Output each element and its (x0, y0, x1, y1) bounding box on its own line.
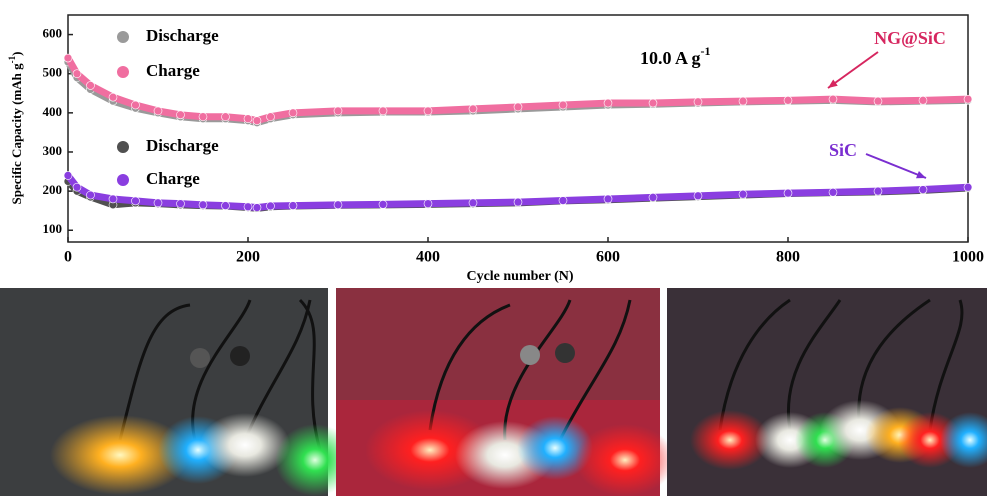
x-tick-label: 200 (236, 249, 260, 266)
data-point (244, 203, 252, 211)
data-point (649, 193, 657, 201)
data-point (559, 101, 567, 109)
rate-annotation: 10.0 A g-1 (640, 44, 711, 68)
data-point (132, 101, 140, 109)
legend-label: Charge (146, 61, 200, 80)
annotation-arrowhead (828, 79, 838, 88)
data-point (289, 202, 297, 210)
data-point (919, 186, 927, 194)
data-point (87, 81, 95, 89)
data-point (784, 96, 792, 104)
data-point (964, 183, 972, 191)
data-point (267, 113, 275, 121)
data-point (424, 107, 432, 115)
data-point (874, 187, 882, 195)
x-tick-label: 0 (64, 249, 72, 266)
data-point (424, 200, 432, 208)
legend-marker (117, 141, 129, 153)
data-point (289, 109, 297, 117)
y-tick-label: 100 (43, 221, 63, 236)
data-point (874, 97, 882, 105)
data-point (199, 201, 207, 209)
photo-3 (667, 288, 987, 496)
data-point (244, 115, 252, 123)
data-point (222, 202, 230, 210)
data-point (132, 197, 140, 205)
data-point (177, 200, 185, 208)
data-point (739, 190, 747, 198)
data-point (73, 70, 81, 78)
x-tick-label: 800 (776, 249, 800, 266)
data-point (199, 113, 207, 121)
x-tick-label: 600 (596, 249, 620, 266)
data-point (694, 192, 702, 200)
data-point (919, 96, 927, 104)
data-point (222, 113, 230, 121)
y-tick-label: 500 (43, 65, 63, 80)
data-point (64, 54, 72, 62)
y-tick-label: 400 (43, 104, 63, 119)
data-point (829, 188, 837, 196)
data-point (784, 189, 792, 197)
x-axis-label: Cycle number (N) (466, 269, 573, 284)
data-point (379, 200, 387, 208)
data-point (469, 199, 477, 207)
annotation-arrow (866, 154, 926, 178)
y-tick-label: 200 (43, 182, 63, 197)
data-point (964, 95, 972, 103)
x-tick-label: 1000 (952, 249, 984, 266)
data-point (649, 99, 657, 107)
data-point (154, 107, 162, 115)
data-point (253, 117, 261, 125)
data-point (253, 204, 261, 212)
data-point (604, 195, 612, 203)
legend-label: Charge (146, 169, 200, 188)
data-point (73, 183, 81, 191)
series-annotation: NG@SiC (874, 28, 946, 48)
legend-label: Discharge (146, 26, 219, 45)
legend-marker (117, 31, 129, 43)
x-tick-label: 400 (416, 249, 440, 266)
data-point (154, 199, 162, 207)
legend-marker (117, 66, 129, 78)
data-point (559, 197, 567, 205)
series-annotation: SiC (829, 140, 857, 160)
data-point (334, 107, 342, 115)
photo-1 (0, 288, 355, 496)
data-point (514, 103, 522, 111)
data-point (267, 202, 275, 210)
data-point (514, 198, 522, 206)
data-point (177, 111, 185, 119)
annotation-arrow (828, 52, 878, 88)
data-point (469, 105, 477, 113)
data-point (109, 195, 117, 203)
photo-2 (336, 288, 675, 496)
data-point (334, 201, 342, 209)
y-tick-label: 600 (43, 26, 63, 41)
annotation-arrowhead (916, 171, 926, 178)
legend-marker (117, 174, 129, 186)
legend-label: Discharge (146, 136, 219, 155)
data-point (604, 99, 612, 107)
data-point (694, 98, 702, 106)
y-axis-label: Specific Capacity (mAh g-1) (7, 51, 24, 204)
data-point (739, 97, 747, 105)
data-point (829, 95, 837, 103)
data-point (379, 107, 387, 115)
figure: Cycle number (N) Specific Capacity (mAh … (0, 0, 987, 496)
data-point (87, 191, 95, 199)
y-tick-label: 300 (43, 143, 63, 158)
data-point (109, 93, 117, 101)
data-point (64, 171, 72, 179)
